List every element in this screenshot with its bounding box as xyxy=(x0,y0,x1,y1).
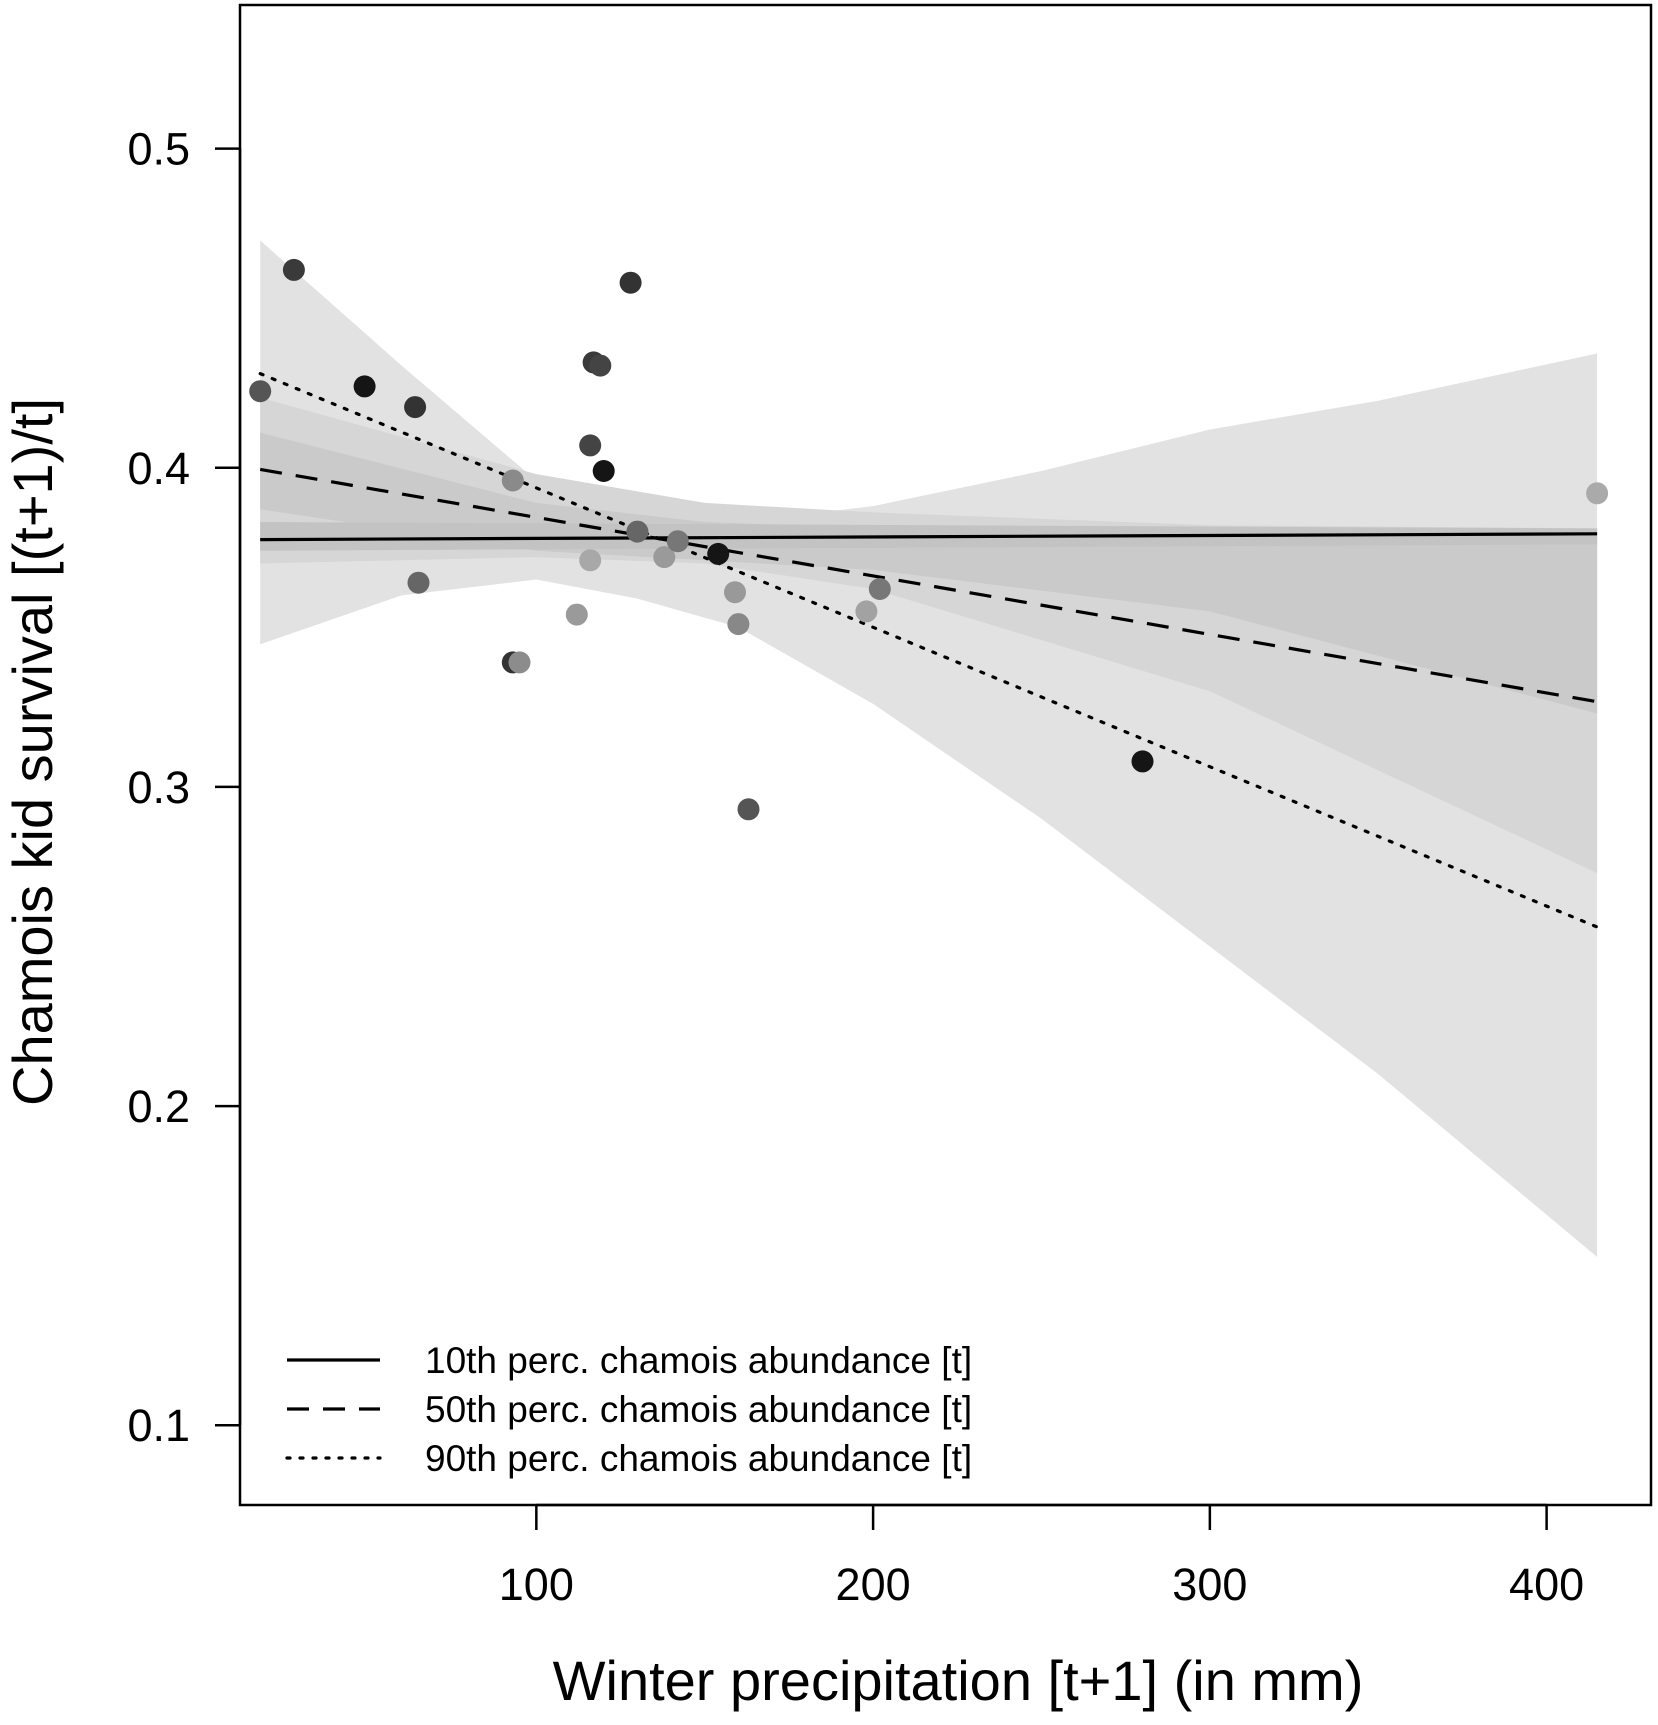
x-tick-label: 100 xyxy=(499,1559,574,1610)
y-axis-label: Chamois kid survival [(t+1)/t] xyxy=(1,398,64,1106)
data-point xyxy=(724,581,746,604)
data-point xyxy=(626,520,649,543)
data-point xyxy=(737,798,760,821)
data-point xyxy=(579,434,602,457)
data-point xyxy=(353,375,376,398)
data-point xyxy=(249,380,272,403)
x-tick-label: 400 xyxy=(1509,1559,1584,1610)
series-line-1 xyxy=(260,532,1598,542)
data-point xyxy=(282,258,305,281)
y-tick-label: 0.1 xyxy=(127,1400,190,1451)
data-point xyxy=(404,396,427,419)
series-line-2 xyxy=(259,467,1598,704)
data-point xyxy=(501,469,524,492)
data-point xyxy=(855,600,878,623)
legend-label-2: 50th perc. chamois abundance [t] xyxy=(425,1389,972,1430)
data-point xyxy=(508,651,531,674)
data-point xyxy=(727,613,750,636)
data-point xyxy=(592,460,615,482)
x-tick-label: 200 xyxy=(836,1559,911,1610)
confidence-bands xyxy=(260,240,1598,1257)
legend: 10th perc. chamois abundance [t] 50th per… xyxy=(285,1340,972,1479)
y-tick-label: 0.2 xyxy=(127,1081,190,1132)
confidence-band-1 xyxy=(260,240,1598,1257)
data-point xyxy=(619,271,642,294)
confidence-band-3 xyxy=(260,432,1598,714)
data-point xyxy=(653,546,676,569)
x-axis-label: Winter precipitation [t+1] (in mm) xyxy=(553,1649,1364,1712)
x-tick-label: 300 xyxy=(1172,1559,1247,1610)
legend-label-1: 10th perc. chamois abundance [t] xyxy=(425,1340,972,1381)
y-tick-label: 0.4 xyxy=(127,443,190,494)
data-point xyxy=(1586,482,1609,505)
x-axis: 100 200 300 400 xyxy=(499,1503,1584,1610)
fitted-lines xyxy=(258,372,1599,929)
y-tick-label: 0.3 xyxy=(127,762,190,813)
data-point xyxy=(565,603,588,626)
data-point xyxy=(666,530,689,553)
y-axis: 0.1 0.2 0.3 0.4 0.5 xyxy=(127,124,242,1451)
y-tick-label: 0.5 xyxy=(127,124,190,175)
data-point xyxy=(589,354,612,377)
data-point xyxy=(407,571,430,594)
data-points xyxy=(249,258,1609,821)
data-point xyxy=(579,549,602,572)
data-point xyxy=(1131,750,1154,773)
data-point xyxy=(707,542,730,565)
legend-label-3: 90th perc. chamois abundance [t] xyxy=(425,1438,972,1479)
data-point xyxy=(868,578,891,600)
